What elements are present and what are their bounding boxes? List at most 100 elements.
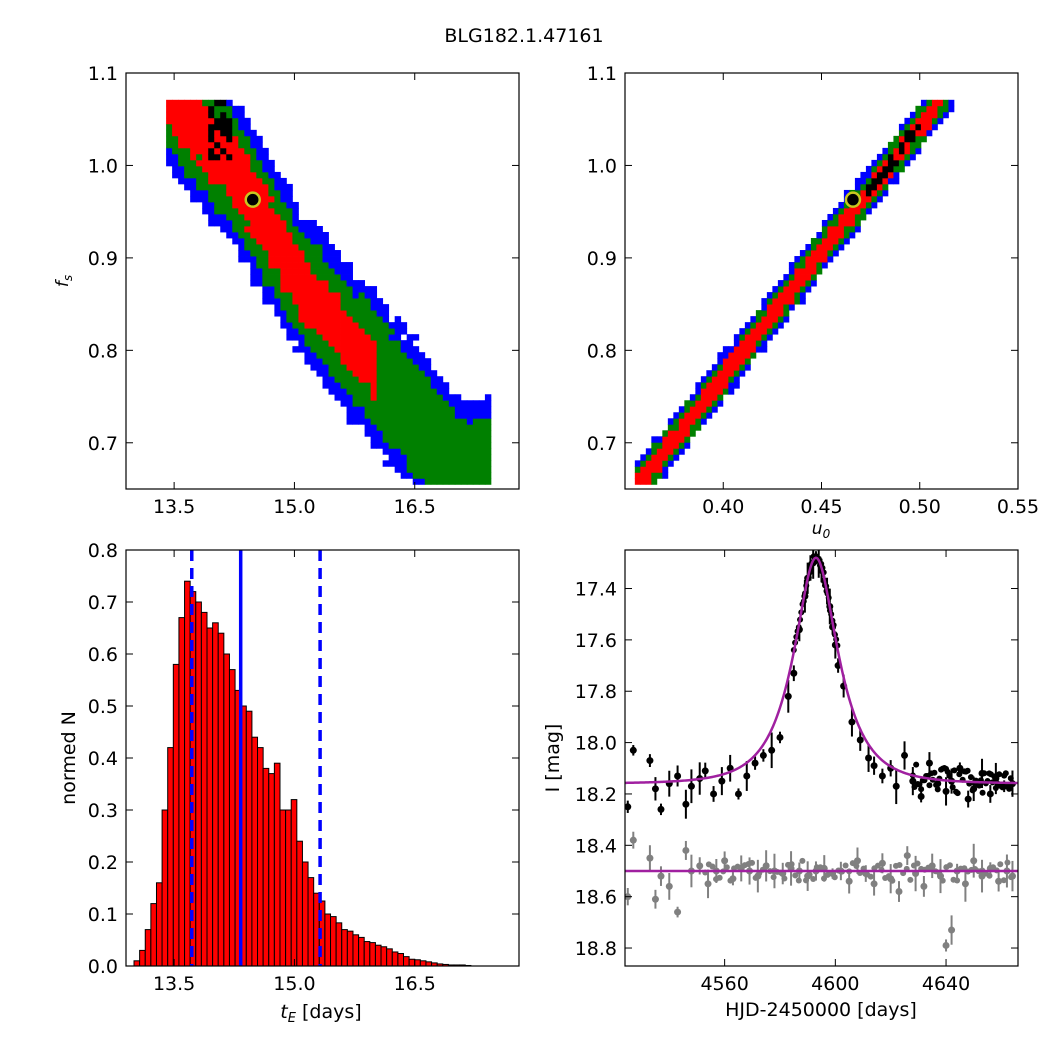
posterior-cell — [280, 232, 287, 239]
posterior-cell — [370, 298, 378, 305]
photometry-point — [996, 771, 1003, 778]
posterior-cell — [843, 238, 850, 245]
posterior-cell — [262, 165, 269, 173]
posterior-cell — [640, 472, 647, 479]
posterior-cell — [226, 147, 233, 155]
axes-frame-light-curve — [624, 549, 1019, 967]
posterior-cell — [799, 268, 806, 275]
posterior-cell — [394, 382, 402, 389]
posterior-cell — [190, 165, 197, 173]
posterior-cell — [412, 412, 420, 419]
posterior-cell — [292, 226, 299, 233]
histogram-bar — [386, 948, 393, 966]
posterior-cell — [430, 460, 438, 467]
photometry-point — [646, 757, 654, 765]
posterior-cell — [244, 232, 251, 239]
posterior-cell — [400, 388, 408, 395]
baseline-point — [657, 872, 665, 880]
posterior-cell — [400, 376, 408, 383]
histogram-bar — [374, 944, 382, 966]
posterior-cell — [226, 123, 233, 131]
posterior-cell — [805, 262, 812, 269]
posterior-cell — [412, 382, 420, 389]
posterior-cell — [298, 256, 305, 263]
posterior-cell — [346, 382, 353, 389]
posterior-cell — [388, 370, 396, 377]
posterior-cell — [208, 105, 215, 113]
posterior-cell — [220, 201, 227, 209]
posterior-cell — [832, 250, 839, 257]
posterior-cell — [346, 352, 353, 359]
posterior-cell — [472, 460, 480, 467]
posterior-cell — [304, 304, 311, 311]
posterior-cell — [472, 448, 480, 455]
posterior-cell — [274, 286, 281, 293]
posterior-cell — [882, 153, 889, 161]
posterior-cell — [346, 370, 353, 377]
posterior-cell — [262, 244, 269, 251]
posterior-cell — [926, 123, 933, 131]
posterior-cell — [706, 400, 713, 407]
posterior-cell — [340, 286, 347, 293]
posterior-cell — [772, 328, 779, 335]
histogram-bar — [251, 736, 259, 966]
posterior-cell — [244, 153, 251, 161]
posterior-cell — [783, 310, 790, 317]
posterior-cell — [406, 382, 414, 389]
posterior-cell — [334, 340, 341, 347]
posterior-cell — [214, 147, 221, 155]
posterior-cell — [400, 328, 408, 335]
posterior-cell — [460, 472, 468, 479]
posterior-cell — [706, 382, 713, 389]
posterior-cell — [298, 346, 305, 353]
posterior-cell — [388, 328, 396, 335]
posterior-cell — [394, 460, 402, 467]
posterior-cell — [334, 316, 341, 323]
posterior-cell — [226, 201, 233, 209]
posterior-cell — [370, 394, 378, 401]
posterior-cell — [220, 153, 227, 161]
y-tick-label: 0.7 — [88, 592, 118, 614]
posterior-cell — [442, 430, 450, 437]
posterior-cell — [346, 388, 353, 395]
posterior-cell — [711, 364, 718, 371]
posterior-cell — [286, 183, 293, 191]
histogram-bar — [223, 653, 230, 966]
posterior-cell — [394, 352, 402, 359]
posterior-cell — [340, 400, 347, 407]
posterior-cell — [761, 310, 768, 317]
posterior-cell — [226, 213, 233, 221]
posterior-cell — [418, 352, 426, 359]
posterior-cell — [262, 238, 269, 245]
posterior-cell — [268, 274, 275, 281]
posterior-cell — [893, 171, 900, 179]
posterior-cell — [226, 159, 233, 167]
posterior-cell — [860, 207, 867, 215]
posterior-cell — [472, 400, 480, 407]
posterior-cell — [292, 316, 299, 323]
posterior-cell — [352, 406, 359, 413]
posterior-cell — [484, 448, 492, 455]
posterior-cell — [887, 141, 894, 149]
posterior-cell — [268, 183, 275, 191]
photometry-point — [784, 692, 792, 700]
posterior-cell — [226, 117, 233, 125]
figure-title: BLG182.1.47161 — [444, 25, 603, 47]
posterior-cell — [728, 370, 735, 377]
posterior-cell — [316, 322, 323, 329]
baseline-point — [885, 873, 892, 880]
y-tick-label: 18.0 — [575, 733, 617, 755]
posterior-cell — [750, 340, 757, 347]
posterior-cell — [352, 292, 359, 299]
posterior-cell — [871, 195, 878, 203]
posterior-cell — [334, 370, 341, 377]
posterior-cell — [352, 394, 359, 401]
posterior-cell — [370, 412, 378, 419]
posterior-cell — [418, 418, 426, 425]
posterior-cell — [772, 286, 779, 293]
posterior-cell — [695, 394, 702, 401]
posterior-cell — [310, 328, 317, 335]
posterior-cell — [678, 406, 685, 413]
posterior-cell — [202, 99, 209, 107]
baseline-point — [682, 846, 690, 854]
